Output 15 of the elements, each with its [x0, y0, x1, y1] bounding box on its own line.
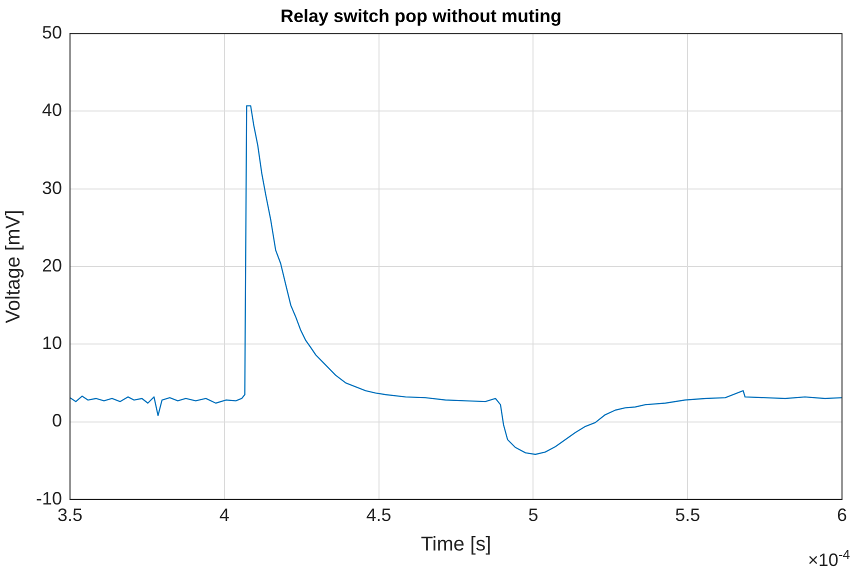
y-tick-label: 0: [52, 410, 62, 431]
y-tick-label: 20: [42, 255, 62, 276]
x-tick-label: 4: [219, 505, 230, 526]
x-tick-label: 5: [528, 505, 538, 526]
y-tick-label: 50: [42, 22, 62, 43]
x-tick-label: 6: [836, 505, 848, 526]
y-tick-label: 40: [42, 100, 62, 120]
x-tick-label: 5.5: [675, 505, 700, 526]
x-tick-label: 4.5: [366, 505, 392, 526]
x-axis-title: Time [s]: [420, 534, 492, 556]
y-axis-title: Voltage [mV]: [2, 210, 25, 324]
chart-title: Relay switch pop without muting: [280, 6, 562, 26]
y-tick-label: 30: [42, 178, 62, 198]
y-tick-label: 10: [42, 333, 62, 354]
text: ×10$^{-4}$: [808, 547, 850, 571]
